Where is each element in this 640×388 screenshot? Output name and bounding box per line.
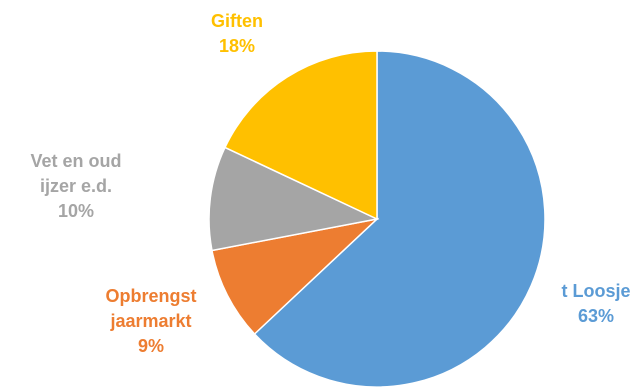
slice-label: Vet en oud ijzer e.d. 10%: [30, 151, 121, 221]
slice-percent-label: 63%: [578, 306, 614, 326]
slice-percent-label: 9%: [138, 336, 164, 356]
slice-labels: t Loosje 63% Opbrengst jaarmarkt 9% Vet en ou…: [30, 11, 630, 356]
slice-label: t Loosje 63%: [561, 281, 630, 326]
slice-name-label: ijzer e.d.: [40, 176, 112, 196]
slice-name-label: Vet en oud: [30, 151, 121, 171]
pie-slice-opbrengst-jaarmarkt: [211, 217, 380, 336]
pie-slices: [208, 50, 546, 388]
slice-name-label: t Loosje: [561, 281, 630, 301]
pie-slice-vet-en-oud-ijzer-e-d: [208, 146, 380, 252]
slice-percent-label: 18%: [219, 36, 255, 56]
slice-percent-label: 10%: [58, 201, 94, 221]
slice-label: Giften 18%: [211, 11, 263, 56]
pie-slice-t-loosje: [253, 50, 546, 388]
slice-name-label: Giften: [211, 11, 263, 31]
slice-name-label: jaarmarkt: [109, 311, 191, 331]
pie-slice-giften: [223, 50, 378, 221]
slice-name-label: Opbrengst: [105, 286, 196, 306]
slice-label: Opbrengst jaarmarkt 9%: [105, 286, 196, 356]
